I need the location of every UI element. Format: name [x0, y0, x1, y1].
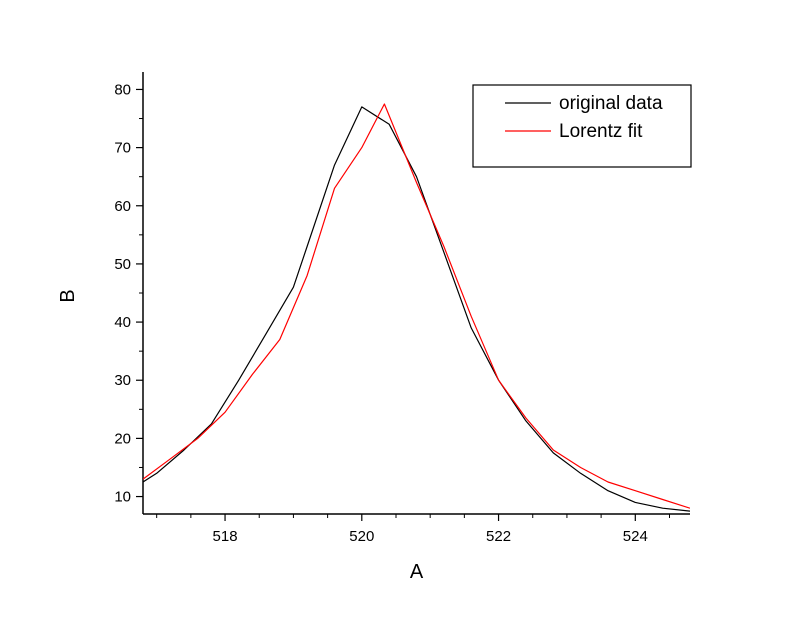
x-tick-label: 524 [623, 528, 648, 545]
y-tick-label: 80 [114, 81, 131, 98]
y-tick-label: 70 [114, 140, 131, 157]
x-tick-label: 520 [349, 528, 374, 545]
y-tick-label: 50 [114, 256, 131, 273]
x-tick-label: 518 [213, 528, 238, 545]
x-axis: 518 520 522 524 [156, 514, 670, 545]
x-axis-title: A [410, 561, 424, 583]
legend-box [472, 84, 692, 168]
legend-label: Lorentz fit [559, 121, 643, 142]
y-tick-label: 40 [114, 314, 131, 331]
series-layer [143, 103, 690, 512]
y-tick-label: 60 [114, 198, 131, 215]
y-tick-label: 20 [114, 430, 131, 447]
legend-label: original data [559, 93, 663, 114]
y-axis-title: B [57, 289, 79, 302]
series-line-lorentz-fit [143, 103, 690, 509]
y-tick-label: 10 [114, 489, 131, 506]
x-tick-label: 522 [486, 528, 511, 545]
y-axis: 10 20 30 40 50 60 70 80 [114, 81, 143, 506]
legend: original data Lorentz fit [472, 84, 692, 168]
y-tick-label: 30 [114, 372, 131, 389]
